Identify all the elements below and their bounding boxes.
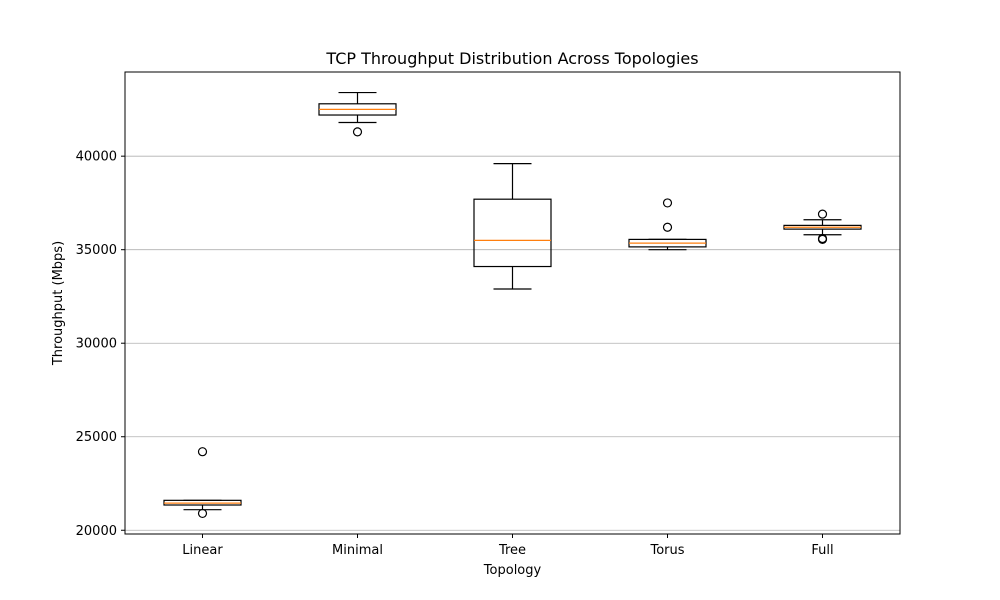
x-tick-label: Tree <box>498 543 526 558</box>
x-tick-label: Torus <box>649 543 684 558</box>
outlier-point <box>662 222 673 232</box>
x-tick-label: Linear <box>182 543 223 558</box>
outlier-point <box>352 127 363 137</box>
x-tick-label: Minimal <box>332 543 383 558</box>
chart-title: TCP Throughput Distribution Across Topol… <box>325 49 698 68</box>
y-axis-label: Throughput (Mbps) <box>51 241 66 366</box>
x-tick-label: Full <box>811 543 833 558</box>
y-tick-label: 25000 <box>76 430 117 445</box>
box-tree <box>473 163 552 290</box>
box-iqr <box>473 198 552 268</box>
box-torus <box>628 198 707 251</box>
outlier-point <box>197 447 208 457</box>
outlier-point <box>197 508 208 519</box>
outlier-point <box>817 234 828 245</box>
y-tick-label: 30000 <box>76 337 117 352</box>
tick-layer: 20000 25000 30000 35000 40000 Linear Minimal Tr… <box>76 150 834 558</box>
grid-layer <box>125 155 900 531</box>
y-tick-label: 40000 <box>76 150 117 165</box>
box-linear <box>163 447 242 519</box>
outlier-point <box>817 209 828 219</box>
box-full <box>783 209 862 245</box>
x-axis-label: Topology <box>483 563 542 578</box>
plot-area-frame <box>124 71 901 535</box>
box-minimal <box>318 91 397 137</box>
y-tick-label: 20000 <box>76 524 117 539</box>
y-tick-label: 35000 <box>76 243 117 258</box>
outlier-point <box>662 198 673 208</box>
box-layer <box>163 91 862 519</box>
